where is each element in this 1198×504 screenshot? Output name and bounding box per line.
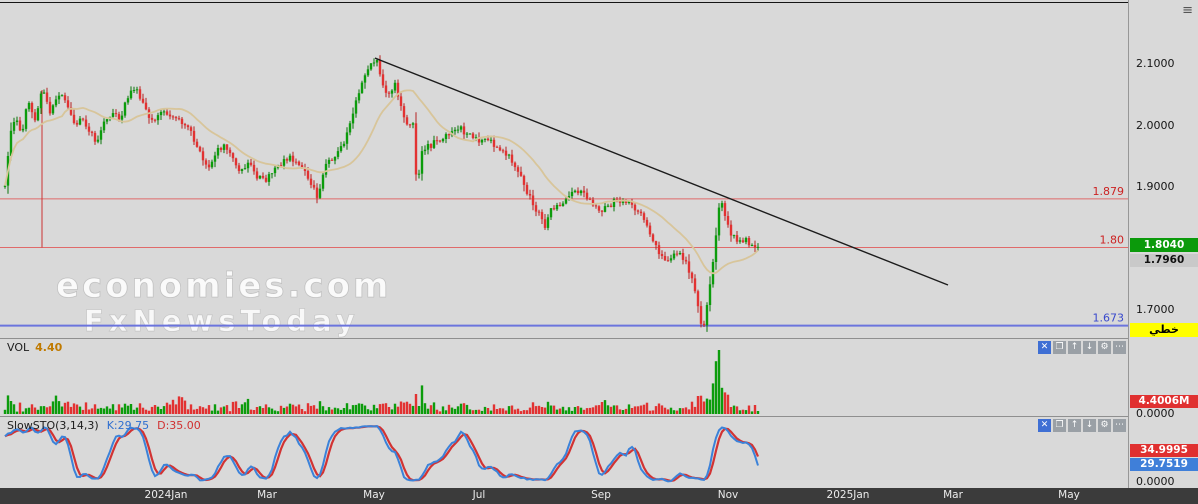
volume-panel-canvas[interactable] [0, 339, 1128, 416]
price-axis-tick: 2.0000 [1136, 118, 1175, 132]
close-icon[interactable]: ✕ [1038, 419, 1051, 432]
stochastic-title: SlowSTO(3,14,3) [7, 419, 99, 432]
time-axis-label: May [363, 489, 385, 501]
price-axis-tick: 1.7000 [1136, 303, 1175, 316]
move-down-icon[interactable]: ↓ [1083, 419, 1096, 432]
stochastic-panel-canvas[interactable] [0, 417, 1128, 488]
panel-divider[interactable] [0, 338, 1198, 339]
close-icon[interactable]: ✕ [1038, 341, 1051, 354]
volume-zero-label: 0.0000 [1136, 407, 1175, 420]
volume-title: VOL [7, 341, 30, 354]
scale-type-badge[interactable]: خطي [1130, 323, 1198, 337]
price-axis-tick: 2.1000 [1136, 57, 1175, 70]
watermark-line1: economies.com [56, 266, 391, 306]
watermark-line2: FxNewsToday [84, 304, 360, 338]
axis-menu-icon[interactable]: ≡ [1182, 3, 1193, 18]
maximize-icon[interactable]: ❐ [1053, 341, 1066, 354]
stochastic-indicator-label[interactable]: SlowSTO(3,14,3) K:29.75 D:35.00 [7, 419, 201, 432]
stochastic-d-line[interactable] [4, 425, 760, 483]
stochastic-k-badge: 29.7519 [1130, 458, 1198, 471]
stochastic-k-line[interactable] [4, 425, 759, 483]
more-icon[interactable]: ⋯ [1113, 419, 1126, 432]
settings-icon[interactable]: ⚙ [1098, 419, 1111, 432]
time-axis-label: 2025Jan [826, 489, 870, 501]
time-axis-label: Jul [472, 489, 486, 501]
volume-value-badge: 4.4006M [1130, 395, 1198, 408]
price-axis[interactable]: ≡ 1.8040 1.7960 خطي 4.4006M 0.0000 34.99… [1128, 0, 1198, 488]
level-price-label: 1.879 [1093, 185, 1125, 198]
settings-icon[interactable]: ⚙ [1098, 341, 1111, 354]
maximize-icon[interactable]: ❐ [1053, 419, 1066, 432]
price-axis-tick: 1.9000 [1136, 180, 1175, 193]
time-axis-label: Sep [591, 489, 611, 501]
volume-bars[interactable] [3, 350, 760, 414]
stochastic-zero-label: 0.0000 [1136, 475, 1175, 488]
move-up-icon[interactable]: ↑ [1068, 341, 1081, 354]
level-price-label: 1.673 [1093, 312, 1125, 325]
time-axis[interactable]: 2024Jan Mar May Jul Sep Nov 2025Jan Mar May [0, 488, 1198, 504]
stochastic-d-badge: 34.9995 [1130, 444, 1198, 457]
volume-value: 4.40 [35, 341, 63, 354]
stochastic-panel-toolbar: ✕ ❐ ↑ ↓ ⚙ ⋯ [1038, 419, 1126, 432]
descending-trendline[interactable] [374, 57, 949, 286]
time-axis-label: Mar [943, 489, 963, 501]
move-up-icon[interactable]: ↑ [1068, 419, 1081, 432]
time-axis-label: Nov [717, 489, 739, 501]
level-price-label: 1.80 [1100, 234, 1125, 247]
panel-divider[interactable] [0, 416, 1198, 417]
time-axis-label: Mar [257, 489, 277, 501]
move-down-icon[interactable]: ↓ [1083, 341, 1096, 354]
last-price-badge: 1.8040 [1130, 238, 1198, 252]
moving-average-line[interactable] [4, 89, 759, 275]
volume-indicator-label[interactable]: VOL 4.40 [7, 341, 62, 354]
more-icon[interactable]: ⋯ [1113, 341, 1126, 354]
candlesticks[interactable] [3, 55, 760, 332]
stochastic-k-value: K:29.75 [106, 419, 150, 432]
volume-panel-toolbar: ✕ ❐ ↑ ↓ ⚙ ⋯ [1038, 341, 1126, 354]
secondary-price-label: 1.7960 [1130, 254, 1198, 267]
time-axis-label: May [1058, 489, 1080, 501]
time-axis-label: 2024Jan [144, 489, 188, 501]
chart-top-border [0, 2, 1128, 3]
stochastic-d-value: D:35.00 [157, 419, 201, 432]
